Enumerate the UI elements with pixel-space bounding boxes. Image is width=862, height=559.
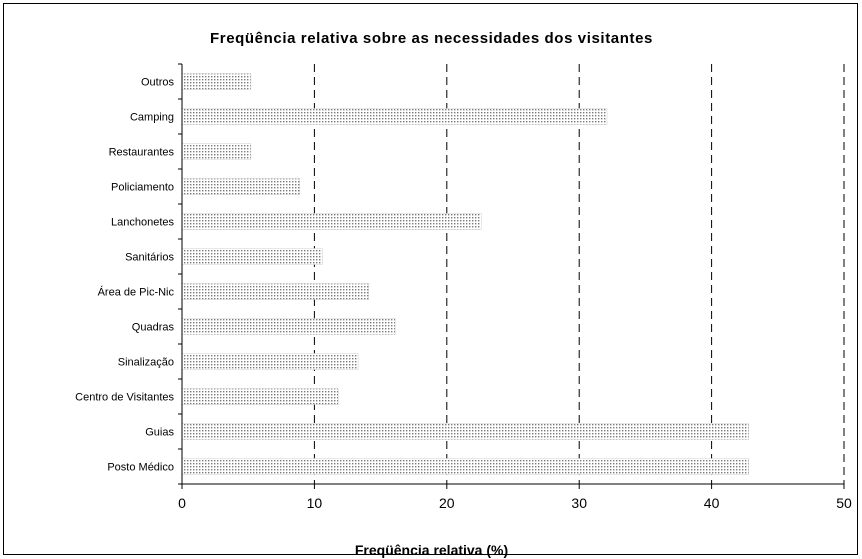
x-tick-label: 50	[836, 495, 852, 511]
y-tick-label: Restaurantes	[109, 147, 175, 159]
y-tick-label: Área de Pic-Nic	[98, 286, 175, 299]
bar-8	[181, 353, 359, 370]
bar-9	[181, 388, 339, 405]
chart-title: Freqüência relativa sobre as necessidade…	[210, 30, 653, 47]
x-tick-label: 20	[439, 495, 455, 511]
axis-labels: Outros Camping Restaurantes Policiamento Lan…	[75, 77, 852, 512]
y-tick-label: Centro de Visitantes	[75, 392, 174, 404]
x-tick-label: 30	[571, 495, 587, 511]
axes	[178, 63, 845, 489]
y-tick-label: Guias	[145, 427, 174, 439]
y-tick-label: Sinalização	[118, 357, 174, 369]
x-tick-label: 40	[704, 495, 720, 511]
y-tick-label: Quadras	[132, 322, 175, 334]
x-tick-label: 0	[178, 495, 186, 511]
bar-2	[181, 143, 252, 160]
x-tick-label: 10	[307, 495, 323, 511]
bar-0	[181, 73, 252, 90]
y-tick-label: Policiamento	[111, 182, 174, 194]
y-tick-label: Camping	[130, 112, 174, 124]
bar-4	[181, 213, 482, 230]
y-tick-label: Posto Médico	[107, 462, 174, 474]
y-tick-label: Outros	[141, 77, 175, 89]
bar-chart-plot: Outros Camping Restaurantes Policiamento Lan…	[75, 63, 852, 512]
bar-10	[181, 423, 749, 440]
x-axis-label: Freqüência relativa (%)	[354, 542, 509, 558]
gridlines	[313, 64, 845, 484]
bar-1	[181, 108, 608, 125]
y-tick-label: Sanitários	[125, 252, 174, 264]
y-tick-label: Lanchonetes	[111, 217, 174, 229]
bar-7	[181, 318, 396, 335]
bars	[181, 73, 749, 475]
bar-11	[181, 458, 749, 475]
chart-frame: Freqüência relativa sobre as necessidade…	[3, 3, 858, 558]
bar-3	[181, 178, 301, 195]
bar-5	[181, 248, 323, 265]
bar-6	[181, 283, 369, 300]
